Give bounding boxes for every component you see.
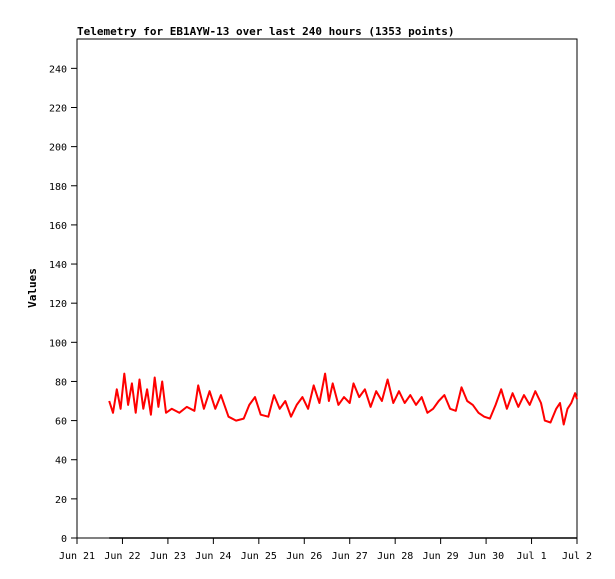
x-tick-label: Jun 27 [332,551,368,562]
y-tick-label: 40 [55,456,67,467]
y-tick-label: 0 [61,534,67,545]
x-tick-label: Jun 21 [59,551,95,562]
x-tick-label: Jun 22 [104,551,140,562]
x-tick-label: Jun 25 [241,551,277,562]
plot-area-frame [76,38,578,539]
series-line-red [108,372,578,426]
x-tick-label: Jul 1 [516,551,546,562]
y-tick-label: 200 [49,143,67,154]
y-tick-label: 220 [49,103,67,114]
x-tick-label: Jun 28 [377,551,413,562]
y-tick-label: 140 [49,260,67,271]
x-axis-ticks: Jun 21 Jun 22 Jun 23 Jun 24 Jun 25 Jun 26 Jun … [59,538,592,562]
y-axis-label: Values [26,268,39,308]
y-tick-label: 240 [49,64,67,75]
x-tick-label: Jun 29 [423,551,459,562]
y-tick-label: 80 [55,377,67,388]
x-tick-label: Jun 30 [468,551,504,562]
y-tick-label: 20 [55,495,67,506]
x-tick-label: Jun 24 [195,551,231,562]
y-tick-label: 60 [55,417,67,428]
x-tick-label: Jul 2 [562,551,592,562]
chart-title: Telemetry for EB1AYW-13 over last 240 ho… [77,25,455,38]
series-layer [108,372,578,539]
x-tick-label: Jun 26 [286,551,322,562]
y-tick-label: 100 [49,338,67,349]
y-tick-label: 180 [49,182,67,193]
y-tick-label: 120 [49,299,67,310]
x-tick-label: Jun 23 [150,551,186,562]
y-tick-label: 160 [49,221,67,232]
y-axis-ticks: 0 20 40 60 80 100 120 140 160 180 200 220 240 [49,64,77,545]
